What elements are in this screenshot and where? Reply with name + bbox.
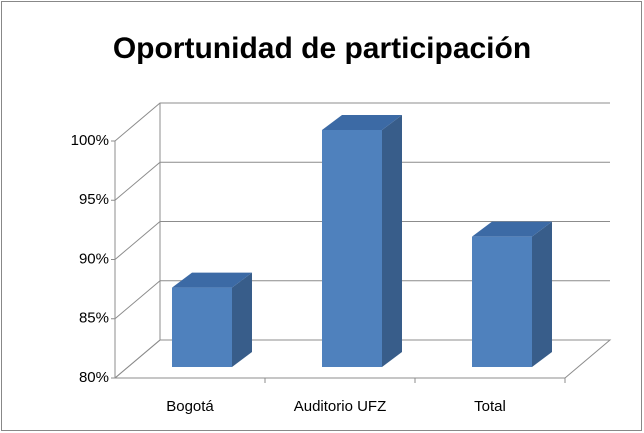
- grid-line: [114, 280, 610, 320]
- x-tick-label: Total: [474, 398, 506, 415]
- bar: [472, 236, 532, 367]
- bar: [322, 130, 382, 367]
- y-tick-label: 80%: [79, 369, 109, 386]
- bar-side: [532, 221, 552, 367]
- y-tick-label: 90%: [79, 250, 109, 267]
- bar-top: [172, 272, 252, 288]
- y-tick-label: 100%: [71, 132, 109, 149]
- bar: [172, 287, 232, 367]
- chart-title: Oportunidad de participación: [113, 32, 531, 65]
- y-tick-label: 95%: [79, 191, 109, 208]
- grid-line: [114, 102, 610, 142]
- bar-side: [382, 115, 402, 367]
- grid-line: [114, 161, 610, 201]
- bar-top: [322, 115, 402, 130]
- grid-line: [114, 221, 610, 260]
- bar-top: [472, 221, 552, 237]
- x-tick-label: Bogotá: [166, 398, 214, 415]
- x-tick-label: Auditorio UFZ: [294, 398, 387, 415]
- bar-side: [232, 272, 252, 367]
- y-tick-label: 85%: [79, 310, 109, 327]
- grid-line: [114, 339, 610, 379]
